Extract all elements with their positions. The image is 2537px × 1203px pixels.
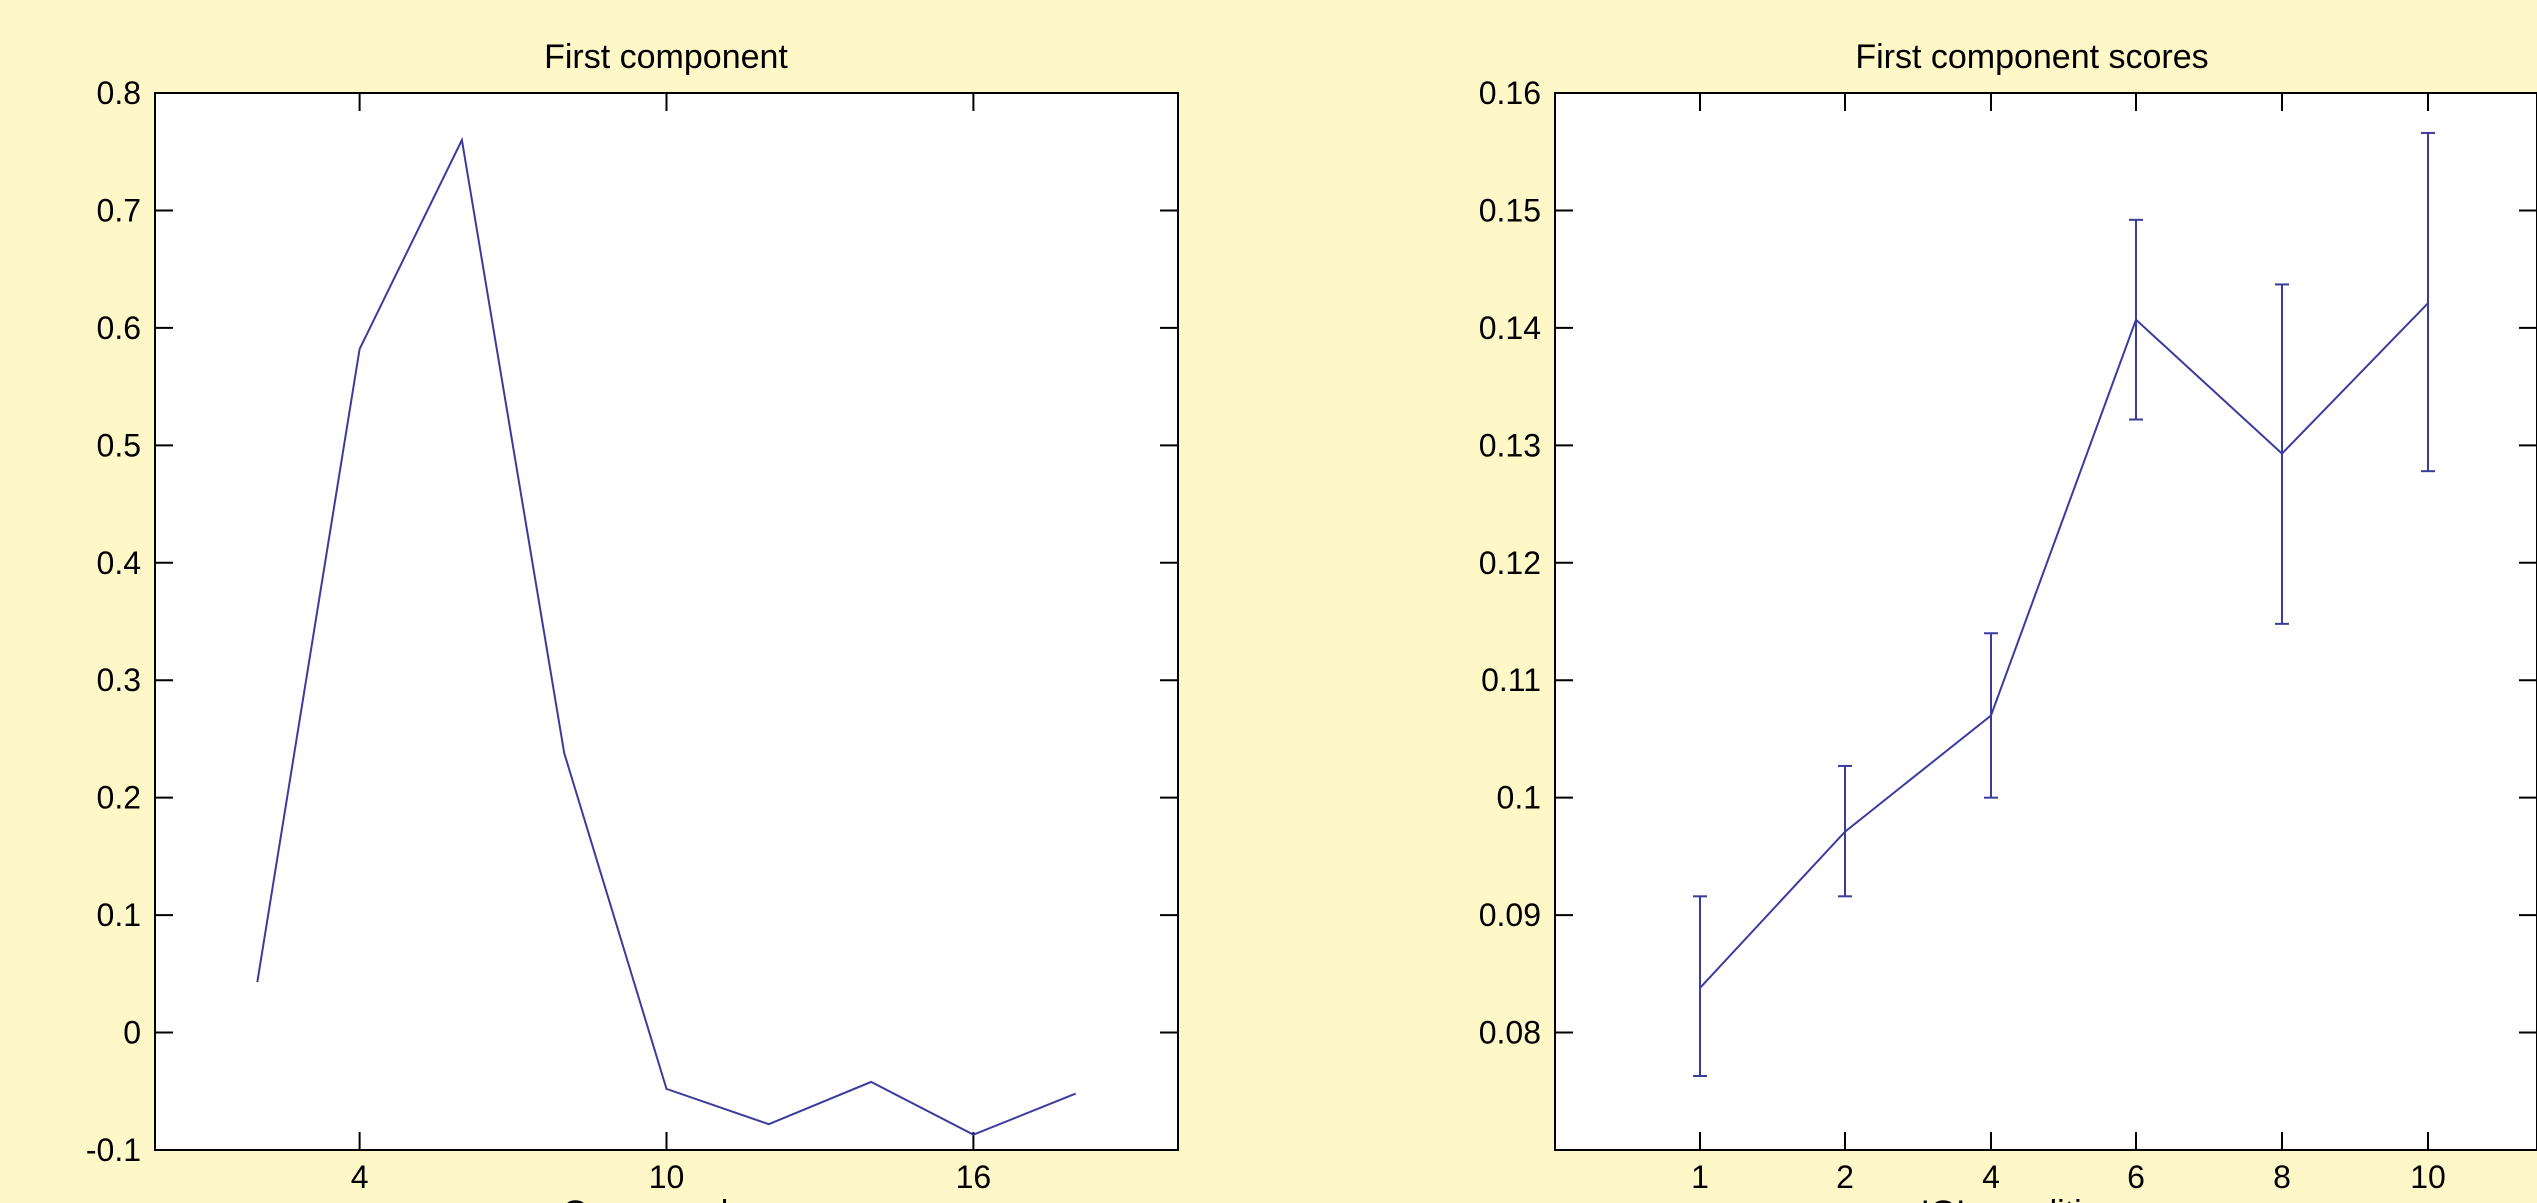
series-line [256, 136, 1077, 1136]
y-tick-label: -0.1 [86, 1132, 141, 1168]
y-tick-label: 0.08 [1479, 1015, 1541, 1051]
y-tick-label: 0.15 [1479, 192, 1541, 228]
chart-first-component: First component Gene number -0.1 0 0.1 0.2 0… [86, 38, 1179, 1203]
axis-ticks: 0.08 0.09 0.1 0.11 0.12 0.13 0.14 0.15 0.16 1 2 4 6 8… [1479, 75, 2537, 1195]
y-tick-label: 0.16 [1479, 75, 1541, 111]
y-tick-label: 0.1 [1497, 780, 1541, 816]
y-tick-label: 0 [123, 1015, 141, 1051]
plot-area [1554, 92, 2537, 1151]
error-bar [1984, 632, 1998, 799]
x-tick-label: 4 [351, 1159, 369, 1195]
x-axis-label: Gene number [562, 1194, 770, 1203]
y-tick-label: 0.1 [97, 897, 141, 933]
chart-title: First component [544, 38, 788, 76]
error-bar [1693, 895, 1707, 1078]
x-tick-label: 10 [649, 1159, 685, 1195]
error-bar [2129, 218, 2143, 421]
x-tick-label: 8 [2273, 1159, 2291, 1195]
x-tick-label: 4 [1982, 1159, 2000, 1195]
y-tick-label: 0.09 [1479, 897, 1541, 933]
x-tick-label: 6 [2127, 1159, 2145, 1195]
series-marks [1693, 131, 2435, 1078]
x-tick-label: 2 [1836, 1159, 1854, 1195]
x-tick-label: 10 [2410, 1159, 2446, 1195]
error-bar [1838, 764, 1852, 898]
y-tick-label: 0.4 [97, 545, 141, 581]
error-bar [2421, 131, 2435, 473]
y-tick-label: 0.7 [97, 192, 141, 228]
chart-title: First component scores [1855, 38, 2208, 76]
y-tick-label: 0.14 [1479, 310, 1541, 346]
y-tick-label: 0.5 [97, 427, 141, 463]
y-tick-label: 0.8 [97, 75, 141, 111]
chart-first-component-scores: First component scores IGL condition 0.0… [1479, 38, 2537, 1203]
x-tick-label: 1 [1691, 1159, 1709, 1195]
axis-ticks: -0.1 0 0.1 0.2 0.3 0.4 0.5 0.6 0.7 0.8 4 10 16 [86, 75, 1178, 1195]
y-tick-label: 0.3 [97, 662, 141, 698]
y-tick-label: 0.13 [1479, 427, 1541, 463]
x-tick-label: 16 [956, 1159, 992, 1195]
plot-area [154, 92, 1179, 1151]
error-bar [2275, 283, 2289, 625]
y-tick-label: 0.2 [97, 780, 141, 816]
series-line [1699, 302, 2429, 989]
y-tick-label: 0.6 [97, 310, 141, 346]
x-axis-label: IGL condition [1920, 1194, 2119, 1203]
series-marks [256, 136, 1077, 1136]
y-tick-label: 0.11 [1481, 662, 1541, 698]
y-tick-label: 0.12 [1479, 545, 1541, 581]
